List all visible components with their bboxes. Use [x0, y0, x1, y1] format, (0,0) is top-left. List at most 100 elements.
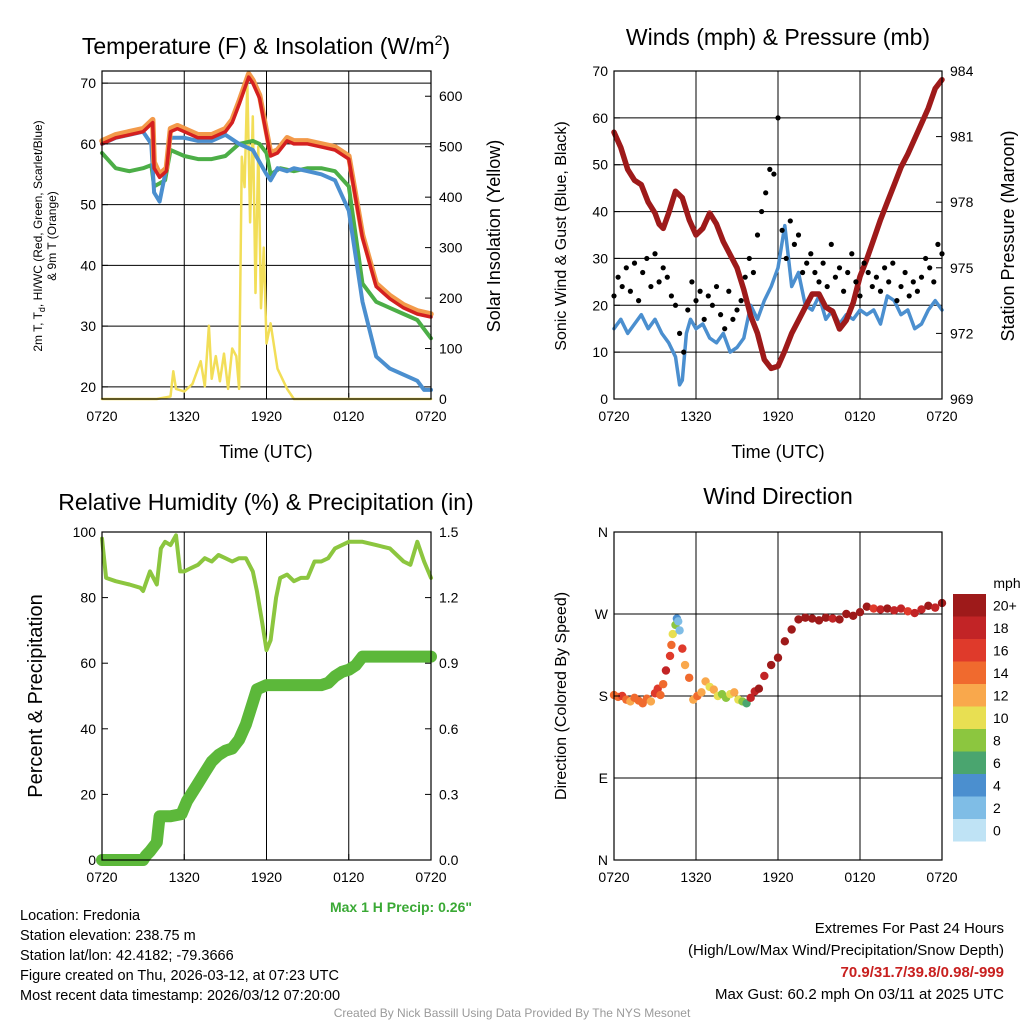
wind-direction-ylabel: Direction (Colored By Speed)	[553, 592, 570, 800]
y-tick-label: 70	[80, 75, 96, 91]
gust-point	[742, 274, 748, 280]
gust-point	[640, 269, 646, 276]
direction-point	[807, 614, 817, 623]
gust-point	[820, 260, 826, 266]
wind-direction-title: Wind Direction	[703, 483, 853, 509]
winds-ylabel: Sonic Wind & Gust (Blue, Black)	[553, 121, 570, 350]
colorbar-swatch	[953, 684, 986, 707]
y2-tick-label: 600	[439, 88, 463, 104]
y-tick-label: 60	[80, 136, 96, 152]
x-tick-label: 0720	[598, 869, 629, 885]
gust-point	[795, 232, 802, 238]
y2-tick-label: 0	[439, 391, 447, 407]
y-tick-label: S	[599, 688, 608, 704]
direction-point	[814, 616, 824, 625]
y-tick-label: 70	[592, 63, 608, 79]
y2-tick-label: 0.0	[439, 852, 459, 868]
colorbar-swatch	[953, 594, 986, 617]
gust-point	[619, 283, 625, 290]
temperature-xlabel: Time (UTC)	[219, 442, 312, 462]
direction-point	[709, 685, 718, 694]
colorbar-label: 20+	[993, 597, 1017, 613]
gust-point	[767, 166, 773, 172]
gust-point	[734, 307, 740, 313]
direction-point	[883, 604, 892, 613]
gust-point	[677, 330, 683, 336]
colorbar-swatch	[953, 796, 986, 819]
direction-point	[889, 606, 899, 615]
gust-point	[861, 260, 867, 266]
colorbar-label: 2	[993, 800, 1001, 816]
y-tick-label: 100	[73, 524, 97, 540]
y-tick-label: 40	[592, 204, 608, 220]
y2-tick-label: 984	[950, 63, 974, 79]
direction-point	[917, 605, 926, 614]
x-tick-label: 0120	[844, 869, 875, 885]
direction-point	[668, 629, 677, 639]
gust-point	[652, 251, 658, 257]
y-tick-label: N	[598, 852, 608, 868]
gust-point	[697, 288, 703, 294]
gust-point	[631, 260, 638, 266]
y-tick-label: 20	[592, 297, 608, 313]
temperature-panel: Temperature (F) & Insolation (W/m2) Time…	[31, 32, 504, 462]
plot-area-2: 0720 1320 1920 0120 07200204060801000.00.30.…	[73, 524, 459, 885]
gust-point	[931, 279, 937, 285]
x-tick-label: 0120	[333, 869, 364, 885]
direction-point	[848, 611, 858, 621]
direction-point	[930, 603, 940, 612]
direction-point	[730, 688, 739, 697]
station-location: Location: Fredonia	[20, 908, 141, 924]
pressure-ylabel: Station Pressure (Maroon)	[998, 130, 1018, 341]
direction-point	[821, 613, 831, 622]
colorbar-swatch	[953, 639, 986, 662]
direction-point	[661, 666, 671, 675]
gust-point	[701, 316, 707, 322]
y2-tick-label: 972	[950, 325, 974, 341]
direction-point	[862, 602, 872, 611]
direction-point	[667, 640, 676, 650]
x-tick-label: 0720	[598, 408, 629, 424]
direction-point	[903, 607, 913, 616]
gust-point	[906, 293, 912, 299]
gust-point	[664, 274, 670, 280]
extremes-block: Extremes For Past 24 Hours (High/Low/Max…	[688, 918, 1004, 1006]
y-tick-label: 20	[80, 786, 96, 802]
y2-tick-label: 400	[439, 189, 463, 205]
gust-point	[660, 265, 666, 271]
direction-point	[828, 614, 837, 623]
y2-tick-label: 978	[950, 194, 974, 210]
gust-point	[910, 279, 916, 285]
gust-point	[865, 269, 871, 276]
y-tick-label: 50	[80, 197, 96, 213]
direction-point	[659, 679, 668, 689]
gust-point	[935, 241, 941, 247]
colorbar-label: 18	[993, 620, 1009, 636]
series-rh	[100, 533, 433, 653]
gust-point	[841, 288, 847, 294]
humidity-title: Relative Humidity (%) & Precipitation (i…	[58, 489, 473, 515]
gust-point	[890, 260, 896, 266]
direction-point	[680, 660, 690, 670]
gust-point	[672, 302, 679, 308]
colorbar-label: 4	[993, 777, 1001, 793]
direction-point	[794, 615, 803, 624]
gust-point	[828, 241, 834, 247]
series-pressure	[611, 76, 945, 372]
colorbar-label: 0	[993, 822, 1001, 838]
plot-frame	[613, 70, 943, 400]
colorbar-swatch	[953, 751, 986, 774]
direction-point	[780, 637, 790, 646]
y2-tick-label: 969	[950, 391, 974, 407]
direction-point	[801, 613, 810, 622]
direction-point	[876, 605, 885, 614]
temperature-title: Temperature (F) & Insolation (W/m2)	[82, 32, 450, 59]
colorbar-label: 8	[993, 732, 1001, 748]
colorbar-label: 14	[993, 665, 1009, 681]
y-tick-label: 10	[592, 344, 608, 360]
gust-point	[902, 269, 908, 276]
x-tick-label: 1320	[680, 869, 711, 885]
direction-point	[754, 684, 764, 693]
direction-point	[674, 617, 683, 626]
